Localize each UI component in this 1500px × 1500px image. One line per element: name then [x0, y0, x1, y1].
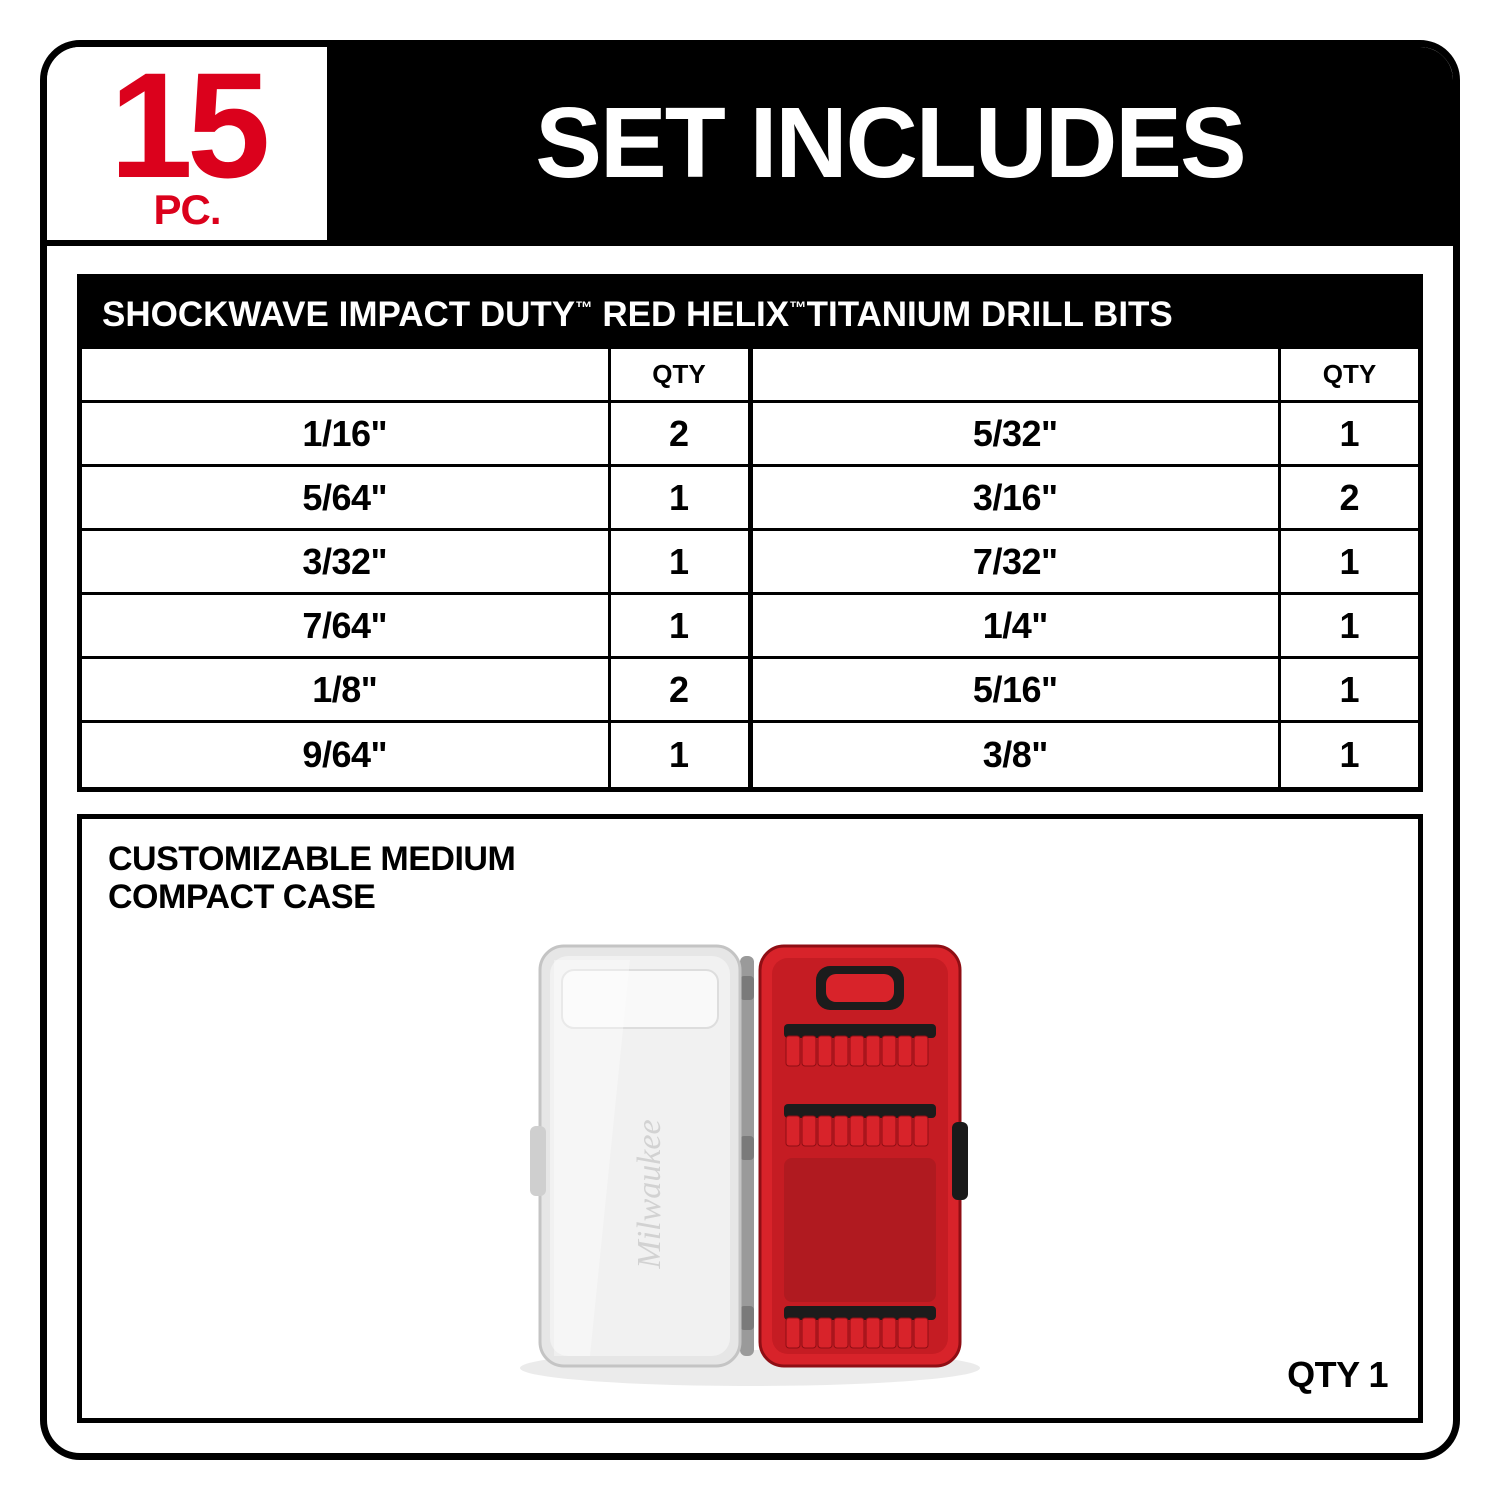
drill-bits-table: SHOCKWAVE IMPACT DUTY™ RED HELIX™TITANIU… — [77, 274, 1423, 792]
qty-cell: 1 — [608, 723, 748, 787]
qty-cell: 1 — [1278, 659, 1418, 720]
table-row: 5/64"1 — [82, 467, 748, 531]
content: SHOCKWAVE IMPACT DUTY™ RED HELIX™TITANIU… — [47, 246, 1453, 1453]
qty-cell: 2 — [1278, 467, 1418, 528]
size-cell: 1/4" — [753, 595, 1279, 656]
product-info-card: 15 PC. SET INCLUDES SHOCKWAVE IMPACT DUT… — [40, 40, 1460, 1460]
piece-count-number: 15 — [110, 62, 265, 190]
column-head-row: QTY — [82, 349, 748, 403]
table-row: 7/32"1 — [753, 531, 1419, 595]
case-qty-label: QTY 1 — [1287, 1354, 1388, 1396]
size-cell: 3/8" — [753, 723, 1279, 787]
table-column-right: QTY 5/32"13/16"27/32"11/4"15/16"13/8"1 — [748, 349, 1419, 787]
piece-count-box: 15 PC. — [47, 47, 327, 240]
header-title: SET INCLUDES — [327, 47, 1453, 240]
size-cell: 7/32" — [753, 531, 1279, 592]
table-row: 1/8"2 — [82, 659, 748, 723]
qty-cell: 2 — [608, 659, 748, 720]
table-columns: QTY 1/16"25/64"13/32"17/64"11/8"29/64"1 … — [82, 349, 1418, 787]
case-title: CUSTOMIZABLE MEDIUM COMPACT CASE — [108, 841, 628, 916]
size-cell: 1/8" — [82, 659, 608, 720]
size-cell: 5/32" — [753, 403, 1279, 464]
qty-header: QTY — [1278, 349, 1418, 400]
qty-cell: 1 — [1278, 723, 1418, 787]
table-title: SHOCKWAVE IMPACT DUTY™ RED HELIX™TITANIU… — [82, 279, 1418, 349]
table-row: 3/16"2 — [753, 467, 1419, 531]
table-row: 1/4"1 — [753, 595, 1419, 659]
table-row: 7/64"1 — [82, 595, 748, 659]
size-header-empty — [753, 349, 1279, 400]
table-row: 5/16"1 — [753, 659, 1419, 723]
qty-cell: 1 — [1278, 595, 1418, 656]
size-cell: 3/16" — [753, 467, 1279, 528]
size-cell: 9/64" — [82, 723, 608, 787]
qty-cell: 1 — [608, 467, 748, 528]
table-row: 1/16"2 — [82, 403, 748, 467]
size-cell: 5/16" — [753, 659, 1279, 720]
table-row: 9/64"1 — [82, 723, 748, 787]
qty-cell: 2 — [608, 403, 748, 464]
table-column-left: QTY 1/16"25/64"13/32"17/64"11/8"29/64"1 — [82, 349, 748, 787]
size-cell: 1/16" — [82, 403, 608, 464]
case-section: CUSTOMIZABLE MEDIUM COMPACT CASE — [77, 814, 1423, 1423]
column-head-row: QTY — [753, 349, 1419, 403]
qty-cell: 1 — [608, 531, 748, 592]
size-cell: 7/64" — [82, 595, 608, 656]
piece-count-unit: PC. — [153, 189, 220, 231]
table-row: 3/8"1 — [753, 723, 1419, 787]
qty-cell: 1 — [1278, 531, 1418, 592]
qty-cell: 1 — [1278, 403, 1418, 464]
table-row: 3/32"1 — [82, 531, 748, 595]
size-cell: 5/64" — [82, 467, 608, 528]
size-header-empty — [82, 349, 608, 400]
case-illustration: Milwaukee — [470, 916, 1030, 1396]
header: 15 PC. SET INCLUDES — [47, 47, 1453, 246]
case-image: Milwaukee — [108, 916, 1392, 1396]
size-cell: 3/32" — [82, 531, 608, 592]
qty-cell: 1 — [608, 595, 748, 656]
svg-text:Milwaukee: Milwaukee — [631, 1119, 668, 1269]
qty-header: QTY — [608, 349, 748, 400]
table-row: 5/32"1 — [753, 403, 1419, 467]
